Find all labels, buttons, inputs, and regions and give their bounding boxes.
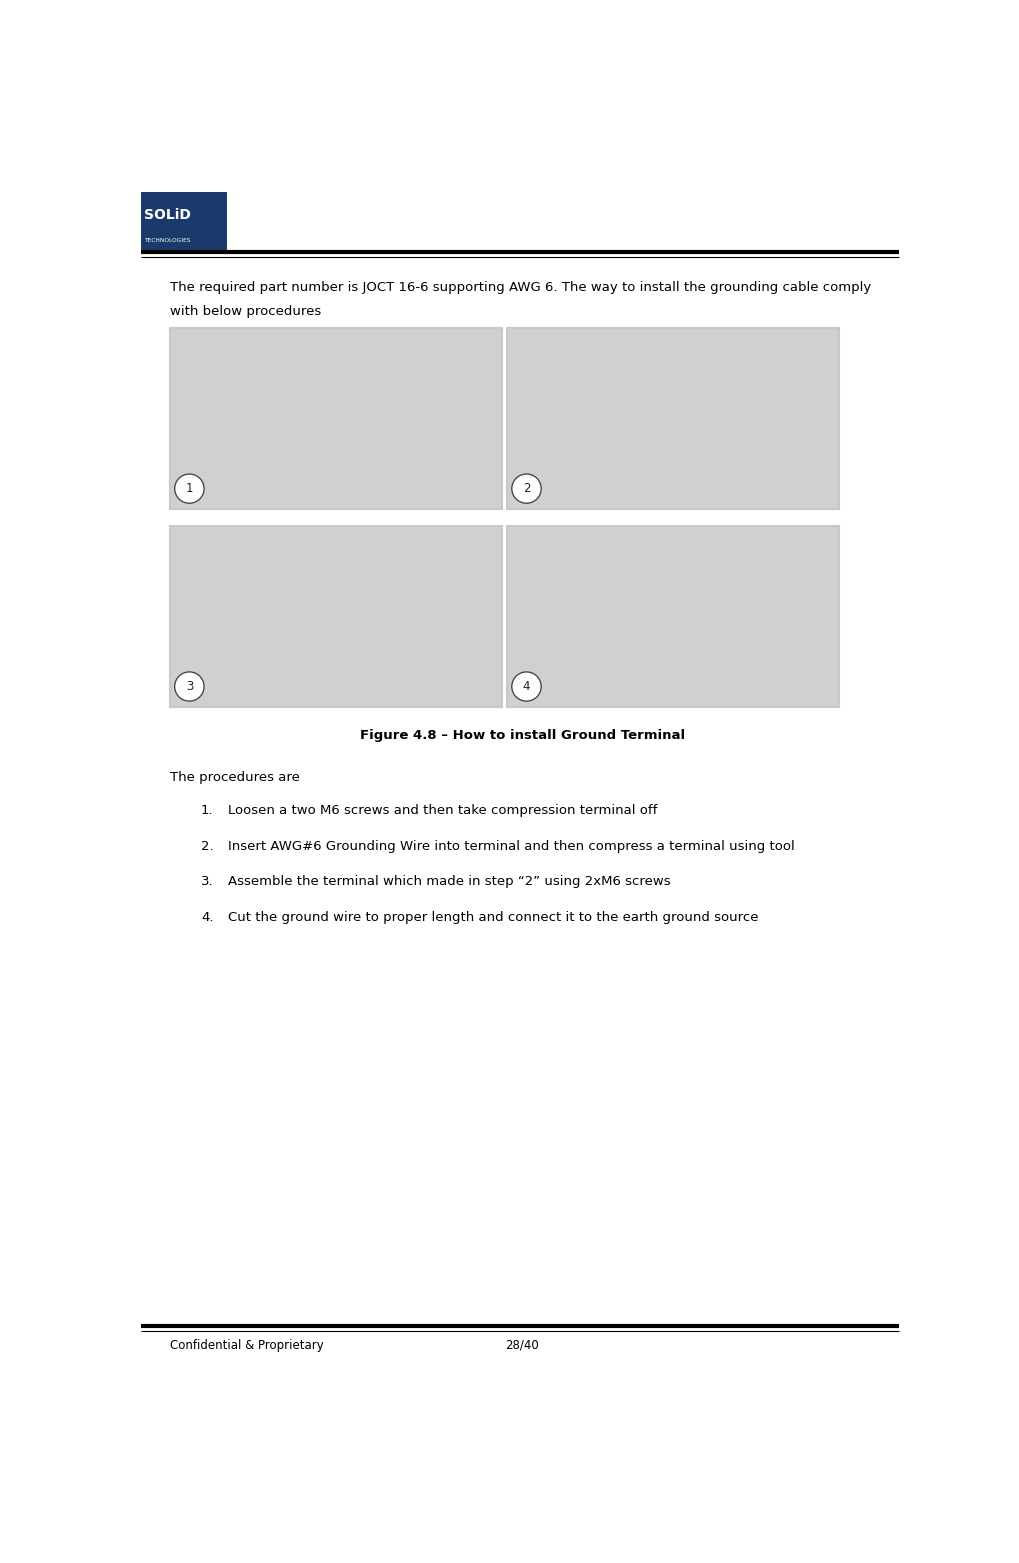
Text: 4: 4 (523, 680, 530, 692)
Text: 2.: 2. (201, 839, 214, 853)
Bar (170, 328, 501, 510)
Text: 1: 1 (185, 481, 194, 495)
Circle shape (174, 672, 204, 702)
Text: TECHNOLOGIES: TECHNOLOGIES (145, 238, 191, 244)
Text: The procedures are: The procedures are (170, 771, 300, 785)
Text: Insert AWG#6 Grounding Wire into terminal and then compress a terminal using too: Insert AWG#6 Grounding Wire into termina… (228, 839, 795, 853)
FancyBboxPatch shape (142, 192, 226, 250)
Text: 2: 2 (523, 481, 530, 495)
Bar (170, 527, 501, 708)
Text: Figure 4.8 – How to install Ground Terminal: Figure 4.8 – How to install Ground Termi… (360, 728, 685, 742)
Bar (507, 527, 839, 708)
Text: 3.: 3. (201, 875, 214, 888)
Text: 28/40: 28/40 (505, 1339, 539, 1352)
Circle shape (512, 474, 541, 503)
Text: 1.: 1. (201, 805, 214, 817)
Bar (507, 328, 839, 510)
Text: Cut the ground wire to proper length and connect it to the earth ground source: Cut the ground wire to proper length and… (228, 911, 758, 924)
Text: SOLiD: SOLiD (145, 208, 192, 222)
Text: Loosen a two M6 screws and then take compression terminal off: Loosen a two M6 screws and then take com… (228, 805, 657, 817)
Text: Assemble the terminal which made in step “2” using 2xM6 screws: Assemble the terminal which made in step… (228, 875, 671, 888)
Text: Confidential & Proprietary: Confidential & Proprietary (170, 1339, 324, 1352)
Circle shape (174, 474, 204, 503)
Text: with below procedures: with below procedures (170, 305, 321, 319)
Circle shape (512, 672, 541, 702)
Text: 4.: 4. (201, 911, 214, 924)
Text: The required part number is JOCT 16-6 supporting AWG 6. The way to install the g: The required part number is JOCT 16-6 su… (170, 281, 871, 294)
Text: 3: 3 (185, 680, 193, 692)
